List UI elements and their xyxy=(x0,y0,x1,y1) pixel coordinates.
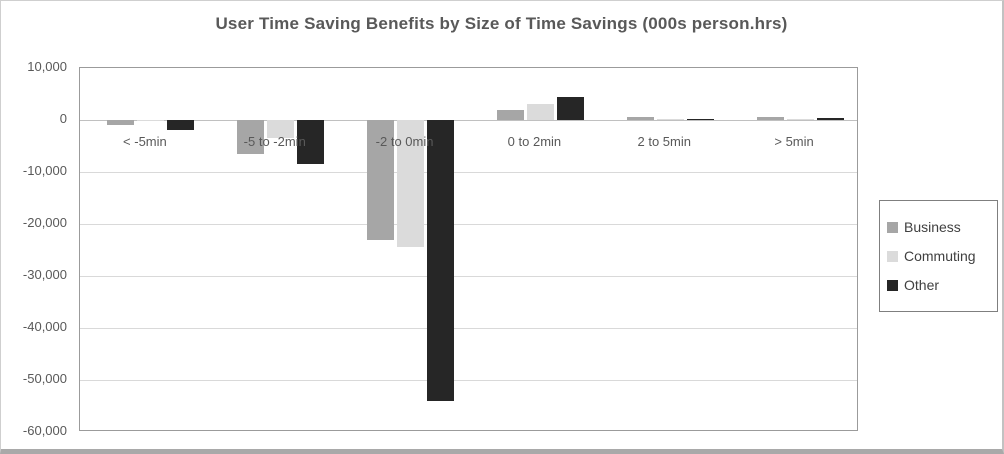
category-label-3: 0 to 2min xyxy=(507,134,562,149)
y-axis-tick-label: -30,000 xyxy=(22,267,67,282)
bar-commuting-5 xyxy=(786,119,814,120)
bar-commuting-2 xyxy=(397,120,425,248)
chart-title: User Time Saving Benefits by Size of Tim… xyxy=(215,14,788,33)
bar-other-0 xyxy=(167,120,195,131)
bar-business-3 xyxy=(496,109,524,120)
y-axis-tick-label: -20,000 xyxy=(22,215,67,230)
bar-business-5 xyxy=(756,117,784,120)
legend-item-commuting: Commuting xyxy=(887,243,990,269)
gridline xyxy=(80,172,857,173)
bar-other-1 xyxy=(297,120,325,165)
bar-other-3 xyxy=(556,96,584,120)
zero-axis-line xyxy=(80,120,857,121)
gridline xyxy=(80,328,857,329)
y-axis-tick-label: -40,000 xyxy=(22,319,67,334)
bar-business-2 xyxy=(367,120,395,240)
bar-commuting-3 xyxy=(526,104,554,120)
bar-commuting-4 xyxy=(656,119,684,120)
bar-business-4 xyxy=(626,116,654,120)
legend-item-label: Business xyxy=(904,219,961,235)
bar-other-4 xyxy=(686,119,714,120)
y-axis-tick-label: 0 xyxy=(59,111,67,126)
legend-swatch-icon xyxy=(887,250,898,262)
category-label-1: -5 to -2min xyxy=(243,134,306,149)
category-label-2: -2 to 0min xyxy=(375,134,434,149)
y-axis-tick-label: -50,000 xyxy=(22,371,67,386)
bar-commuting-1 xyxy=(267,120,295,139)
plot-area: < -5min -5 to -2min -2 to 0min 0 to 2min 2 t… xyxy=(79,67,858,431)
y-axis-tick-label: 10,000 xyxy=(27,59,67,74)
y-axis-tick-label: -10,000 xyxy=(22,163,67,178)
category-label-4: 2 to 5min xyxy=(637,134,691,149)
category-label-0: < -5min xyxy=(123,134,167,149)
category-label-5: > 5min xyxy=(774,134,814,149)
legend-item-other: Other xyxy=(887,272,990,298)
gridline xyxy=(80,276,857,277)
bar-other-5 xyxy=(816,117,844,120)
gridline xyxy=(80,224,857,225)
bar-other-2 xyxy=(427,120,455,401)
legend-item-label: Commuting xyxy=(904,248,976,264)
legend-swatch-icon xyxy=(887,221,898,233)
bar-business-1 xyxy=(237,120,265,154)
legend: Business Commuting Other xyxy=(879,200,998,312)
gridline xyxy=(80,380,857,381)
y-axis-tick-labels: 10,000 0 -10,000 -20,000 -30,000 -40,000 -50,0… xyxy=(1,59,73,438)
bar-business-0 xyxy=(107,120,135,126)
legend-swatch-icon xyxy=(887,279,898,291)
bar-commuting-0 xyxy=(137,120,165,121)
legend-item-label: Other xyxy=(904,277,940,293)
legend-item-business: Business xyxy=(887,214,990,240)
y-axis-tick-label: -60,000 xyxy=(22,423,67,438)
